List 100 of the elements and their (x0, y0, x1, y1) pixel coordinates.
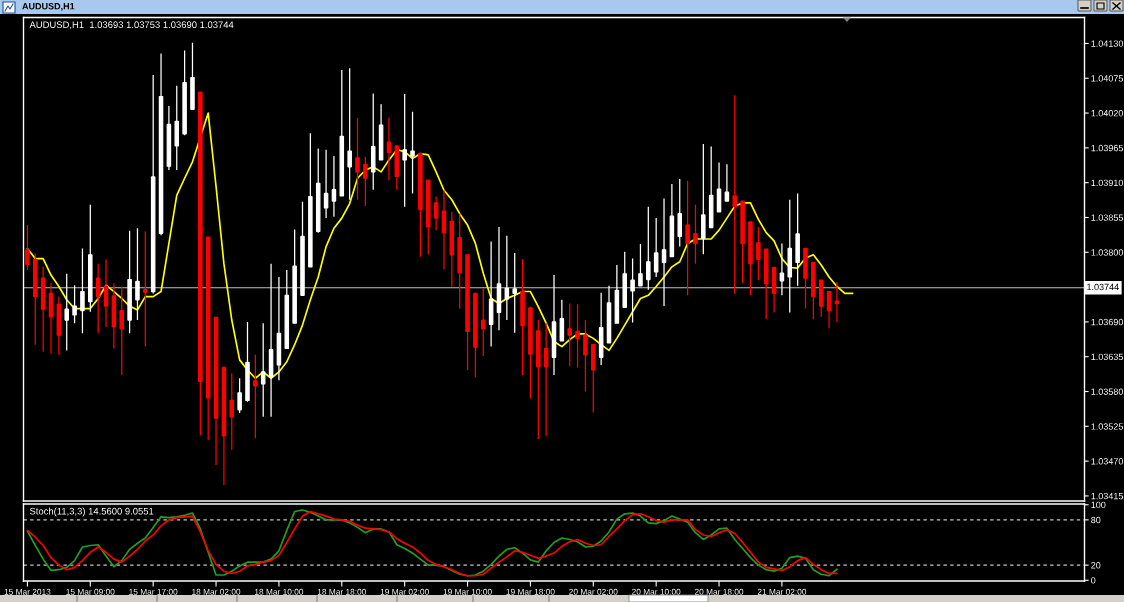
y-tick-label: 1.03965 (1091, 144, 1123, 152)
candlestick (40, 266, 46, 353)
y-tick-label: 1.03470 (1091, 458, 1124, 465)
x-tick-label: 18 Mar 18:00 (317, 588, 367, 595)
chart-title: AUDUSD,H1 1.03693 1.03753 1.03690 1.03744 (29, 21, 234, 30)
candlestick (292, 228, 297, 325)
y-tick-label: 1.03690 (1091, 318, 1124, 326)
candlestick (724, 163, 730, 203)
candlestick (127, 230, 132, 334)
x-tick-label: 15 Mar 2013 (4, 588, 51, 595)
candlestick (661, 197, 667, 307)
candlestick (787, 199, 793, 314)
candlestick (779, 242, 785, 296)
candlestick (591, 343, 596, 414)
candlestick (56, 295, 62, 356)
y-tick-label: 1.03800 (1091, 249, 1124, 256)
candlestick (308, 132, 313, 269)
candlestick (559, 299, 565, 343)
candlestick (763, 247, 769, 320)
candlestick (33, 252, 38, 346)
y-tick-label: 1.03855 (1091, 214, 1123, 221)
y-tick-label: 1.04130 (1091, 40, 1124, 47)
candlestick (826, 290, 832, 329)
candlestick (425, 178, 431, 255)
candlestick (614, 264, 620, 325)
candlestick (803, 247, 808, 310)
y-tick-label: 80 (1091, 516, 1101, 524)
chart-title: Stoch(11,3,3) 14.5600 9.0551 (29, 507, 154, 517)
candlestick (677, 178, 683, 248)
candlestick (135, 227, 140, 321)
y-tick-label: 1.03580 (1091, 388, 1124, 395)
candlestick (268, 263, 274, 418)
y-tick-label: 1.03910 (1091, 179, 1124, 187)
x-tick-label: 20 Mar 18:00 (694, 588, 744, 595)
y-tick-label: 1.03415 (1091, 492, 1123, 500)
candlestick (103, 258, 109, 328)
candlestick (229, 372, 235, 451)
candlestick (284, 269, 290, 350)
x-tick-label: 19 Mar 02:00 (380, 588, 429, 595)
candlestick (25, 224, 30, 271)
candlestick (748, 220, 753, 296)
candlestick (433, 195, 439, 231)
candlestick (606, 285, 612, 345)
candlestick (213, 316, 219, 466)
candlestick (190, 42, 195, 111)
x-tick-label: 20 Mar 10:00 (632, 588, 681, 595)
candlestick (669, 183, 675, 258)
y-tick-label: 1.04075 (1091, 75, 1123, 82)
candlestick (174, 85, 180, 171)
candlestick (378, 103, 384, 162)
candlestick (355, 117, 360, 201)
x-tick-label: 15 Mar 09:00 (66, 588, 115, 595)
candlestick (583, 319, 588, 393)
x-tick-label: 19 Mar 18:00 (506, 588, 555, 595)
y-tick-label: 1.03525 (1091, 423, 1123, 430)
candlestick (488, 240, 494, 348)
candlestick (363, 156, 368, 207)
candlestick (701, 143, 706, 255)
y-tick-label: 100 (1091, 501, 1106, 509)
candlestick (88, 204, 93, 313)
candlestick (276, 276, 282, 381)
candlestick (646, 206, 651, 291)
candlestick (111, 282, 117, 350)
candlestick (543, 322, 549, 437)
candlestick (834, 281, 840, 323)
candlestick (528, 306, 533, 400)
candlestick (536, 319, 541, 440)
candlestick (795, 192, 800, 287)
candlestick (693, 204, 698, 265)
candlestick (300, 201, 305, 297)
candlestick (818, 278, 824, 318)
candlestick (480, 287, 486, 357)
candlestick (331, 155, 337, 218)
candlestick (685, 180, 690, 296)
candlestick (198, 90, 203, 436)
candlestick (638, 243, 643, 288)
candlestick (575, 303, 580, 369)
x-tick-label: 18 Mar 10:00 (255, 588, 304, 595)
candlestick (72, 284, 77, 324)
y-tick-label: 1.04020 (1091, 110, 1124, 117)
candlestick (48, 282, 54, 355)
candlestick (347, 67, 352, 201)
candlestick (64, 273, 70, 352)
candlestick (622, 251, 628, 309)
candlestick (465, 253, 470, 371)
candlestick (339, 69, 345, 198)
x-tick-label: 15 Mar 17:00 (129, 588, 178, 595)
candlestick (496, 226, 502, 331)
candlestick (386, 116, 392, 181)
x-tick-label: 18 Mar 02:00 (192, 588, 241, 595)
candlestick (716, 161, 722, 214)
y-tick-label: 20 (1091, 562, 1101, 569)
candlestick (245, 321, 250, 403)
candlestick (756, 226, 761, 281)
candlestick (551, 274, 557, 376)
x-tick-label: 19 Mar 10:00 (443, 588, 492, 595)
candlestick (630, 257, 635, 324)
candlestick (166, 105, 172, 171)
candlestick (473, 292, 478, 379)
candlestick (158, 52, 164, 236)
